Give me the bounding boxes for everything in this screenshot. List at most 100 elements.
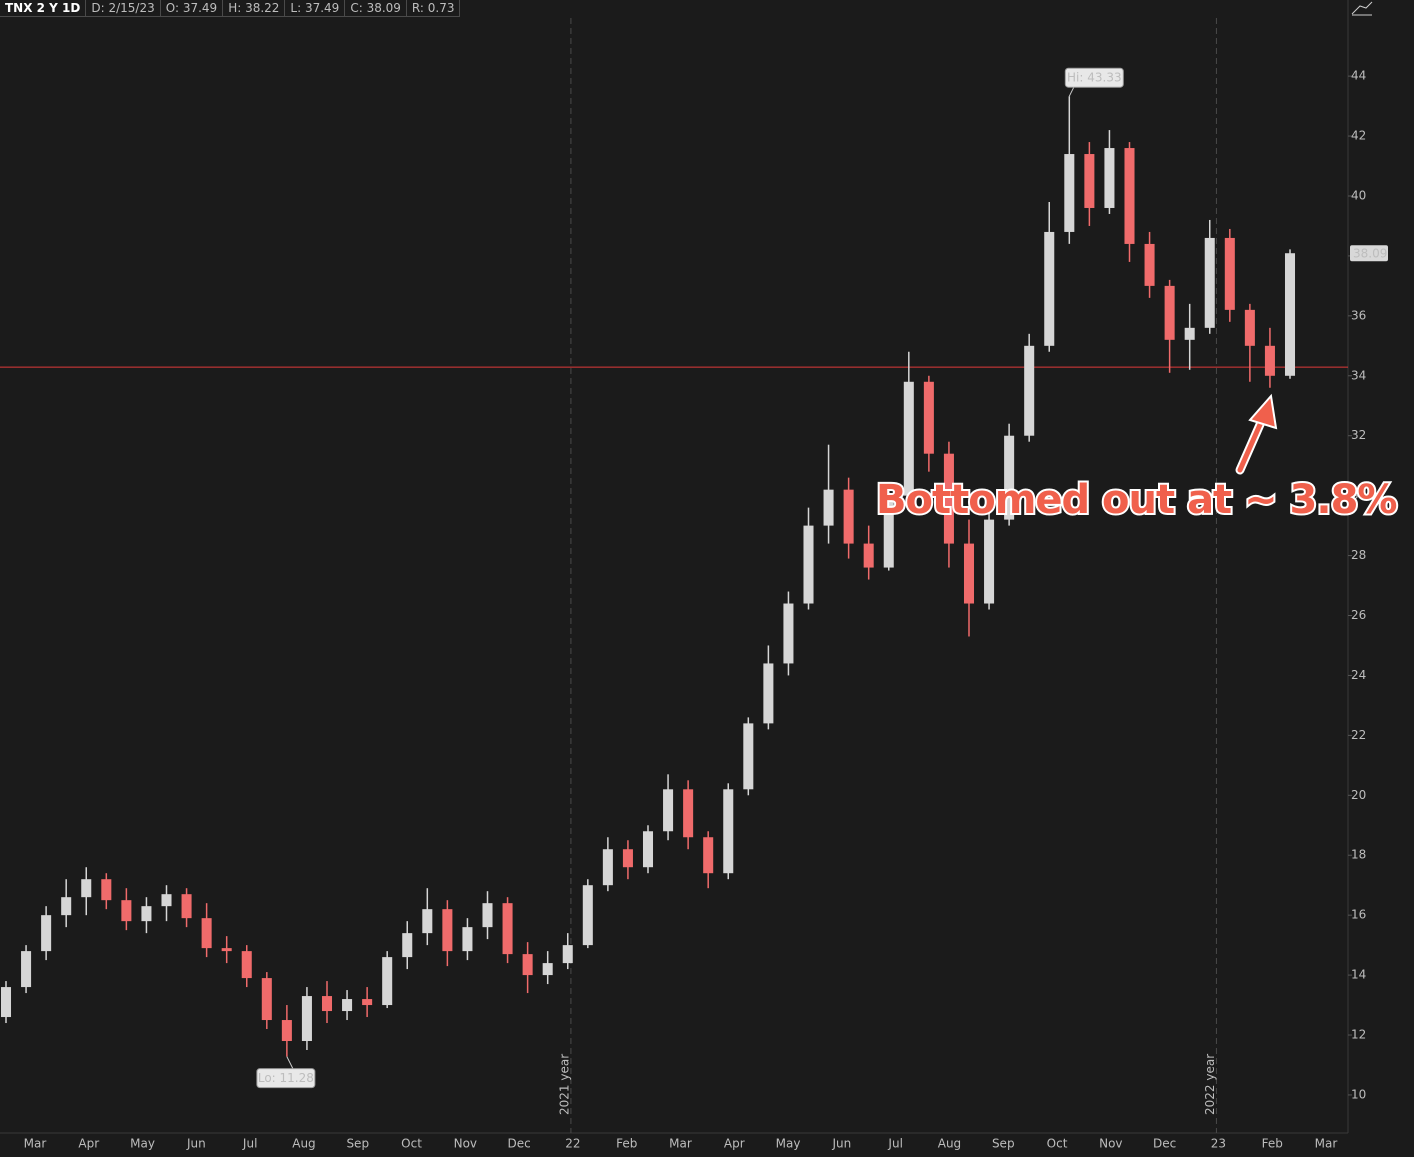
candle-body (362, 999, 373, 1006)
candle-body (763, 663, 774, 724)
candle-body (41, 915, 52, 952)
candle-body (382, 957, 393, 1006)
candle-body (0, 987, 12, 1018)
x-tick-label: 22 (565, 1137, 580, 1151)
candle-body (482, 903, 493, 928)
candle-body (1044, 231, 1055, 346)
candle-body (582, 885, 593, 946)
header-field: C: 38.09 (345, 0, 407, 17)
y-tick-label: 34 (1351, 368, 1366, 382)
header-field: TNX 2 Y 1D (0, 0, 87, 17)
y-tick-label: 44 (1351, 69, 1366, 83)
candle-body (703, 837, 714, 874)
candle-body (61, 897, 72, 916)
candle-body (883, 495, 894, 568)
candle-body (422, 909, 433, 934)
candle-body (1204, 237, 1215, 328)
y-tick-label: 32 (1351, 428, 1366, 442)
candle-body (301, 996, 312, 1042)
candle-body (943, 453, 954, 544)
x-tick-label: Nov (1099, 1137, 1122, 1151)
lo-label: Lo: 11.28 (258, 1071, 314, 1085)
candle-body (642, 831, 654, 868)
x-tick-label: Aug (292, 1137, 315, 1151)
hi-label: Hi: 43.33 (1067, 71, 1122, 85)
candle-body (1064, 154, 1075, 232)
candle-body (963, 543, 975, 604)
x-tick-label: Dec (1153, 1137, 1176, 1151)
candle-body (1084, 154, 1095, 208)
year-label: 2021 year (557, 1054, 571, 1115)
last-price-box (1350, 245, 1388, 262)
candle-body (903, 381, 914, 496)
lo-label-box (256, 1068, 316, 1089)
candle-body (743, 723, 754, 790)
candle-body (843, 489, 854, 544)
x-tick-label: Apr (724, 1137, 745, 1151)
candle-body (522, 954, 533, 976)
x-tick-label: Nov (454, 1137, 477, 1151)
candle-body (402, 933, 413, 958)
year-label: 2022 year (1203, 1054, 1217, 1115)
y-tick-label: 16 (1351, 908, 1366, 922)
x-tick-label: 23 (1211, 1137, 1226, 1151)
last-price: 38.09 (1353, 247, 1387, 261)
y-tick-label: 40 (1351, 188, 1366, 202)
y-tick-label: 24 (1351, 668, 1366, 682)
header-field: D: 2/15/23 (86, 0, 161, 17)
candle-body (442, 909, 453, 952)
candle-body (342, 999, 353, 1012)
lo-pointer (286, 1056, 294, 1069)
candle-body (261, 978, 272, 1021)
candle-body (683, 789, 694, 838)
candle-body (1124, 148, 1135, 244)
candle-body (502, 903, 513, 955)
candle-body (1264, 345, 1275, 376)
x-tick-label: Sep (346, 1137, 369, 1151)
x-tick-label: Jun (186, 1137, 206, 1151)
candle-body (1284, 253, 1296, 376)
y-tick-label: 22 (1351, 728, 1366, 742)
y-tick-label: 20 (1351, 788, 1366, 802)
candle-body (863, 543, 874, 568)
chart-icon[interactable] (1351, 1, 1373, 16)
x-tick-label: Feb (616, 1137, 637, 1151)
x-tick-label: Aug (938, 1137, 961, 1151)
x-tick-label: Mar (1315, 1137, 1338, 1151)
x-tick-label: Apr (78, 1137, 99, 1151)
x-tick-label: Mar (24, 1137, 47, 1151)
candle-body (281, 1020, 292, 1042)
candle-body (1224, 237, 1235, 310)
y-tick-label: 12 (1351, 1028, 1366, 1042)
candle-body (622, 849, 633, 868)
candle-body (241, 951, 252, 979)
x-tick-label: Oct (401, 1137, 422, 1151)
candle-body (1024, 345, 1035, 436)
header-field: O: 37.49 (160, 0, 224, 17)
arrow-head (1248, 393, 1278, 430)
candle-body (321, 996, 333, 1012)
candle-body (161, 894, 172, 907)
x-tick-label: May (130, 1137, 155, 1151)
x-tick-label: Sep (992, 1137, 1015, 1151)
candle-body (542, 963, 553, 976)
candle-body (1184, 327, 1195, 340)
y-tick-label: 14 (1351, 968, 1366, 982)
x-tick-label: Mar (669, 1137, 692, 1151)
y-tick-label: 18 (1351, 848, 1366, 862)
candle-body (101, 879, 112, 901)
y-tick-label: 42 (1351, 129, 1366, 143)
y-tick-label: 26 (1351, 608, 1366, 622)
header-bar: TNX 2 Y 1D D: 2/15/23 O: 37.49 H: 38.22 L: 3… (0, 0, 461, 17)
annotation: Bottomed out at ~ 3.8% (876, 477, 1396, 523)
x-tick-label: Jul (887, 1137, 902, 1151)
candle-body (984, 519, 995, 604)
candle-body (823, 489, 834, 526)
x-tick-label: Jul (242, 1137, 257, 1151)
candle-body (783, 603, 794, 664)
y-tick-label: 36 (1351, 308, 1366, 322)
candle-body (663, 789, 674, 832)
y-tick-label: 28 (1351, 548, 1366, 562)
